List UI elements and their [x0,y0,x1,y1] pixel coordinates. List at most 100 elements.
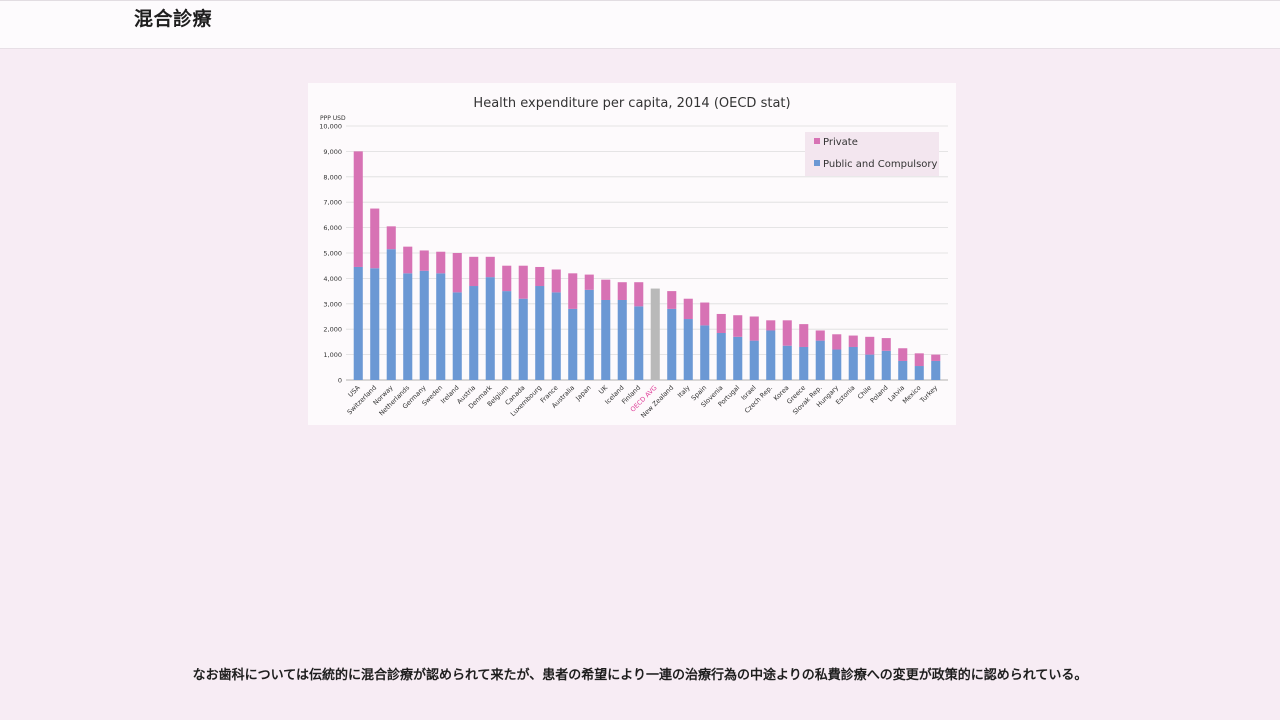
bar-public [832,349,842,380]
bar-private [898,348,908,361]
y-tick-label: 1,000 [323,351,342,359]
y-tick-label: 10,000 [319,123,342,131]
bar-private [485,256,495,278]
bar-private [766,320,776,331]
x-tick-label: Mexico [901,384,923,406]
bar-public [617,299,627,380]
y-tick-label: 0 [338,377,342,385]
bar-private [865,336,875,355]
bar-private [502,265,512,292]
bar-private [914,353,924,367]
bar-private [568,273,578,309]
bar-private [667,291,677,309]
caption-text: なお歯科については伝統的に混合診療が認められて来たが、患者の希望により一連の治療… [192,668,1088,683]
legend-box [805,132,939,176]
chart-panel: Health expenditure per capita, 2014 (OEC… [308,83,956,425]
bar-public [568,308,578,380]
bar-private [931,354,941,361]
bar-private [733,315,743,337]
bar-public [683,319,693,380]
x-tick-label: Japan [573,384,592,403]
bar-public [353,266,363,380]
bar-private [436,251,446,274]
bar-private [832,334,842,350]
y-tick-label: 5,000 [323,250,342,258]
bar-public [370,268,380,380]
bar-private [617,282,627,300]
bar-private [848,335,858,347]
bar-private [386,226,396,250]
bar-public [931,360,941,380]
bar-private [881,338,891,351]
bar-public [815,340,825,380]
y-tick-label: 4,000 [323,275,342,283]
bar-public [485,277,495,380]
bar-private [634,282,644,307]
bar-public [848,346,858,380]
bar-public [667,308,677,380]
x-tick-label: Turkey [918,384,939,405]
bar-private [782,320,792,346]
bar-private [700,302,710,326]
bar-public [469,286,479,380]
header-bar: 混合診療 [0,0,1280,49]
bar-private [799,324,809,347]
bar-private [601,279,611,300]
bar-public [601,299,611,380]
bar-public [634,306,644,380]
bar-public [436,273,446,380]
bar-private [518,265,528,299]
bar-private [716,313,726,334]
y-tick-label: 9,000 [323,148,342,156]
bar-public [518,298,528,380]
bar-private [403,246,413,274]
bar-private [535,266,545,287]
bar-public [865,354,875,380]
bar-public [452,292,462,380]
legend-label-public: Public and Compulsory [823,159,938,170]
bar-public [914,366,924,380]
page-title: 混合診療 [134,8,213,30]
bar-public [766,330,776,380]
bar-public [749,340,759,380]
bar-public [502,291,512,380]
x-tick-label: Poland [869,384,890,405]
bar-public [733,336,743,380]
y-tick-label: 8,000 [323,173,342,181]
y-tick-label: 2,000 [323,326,342,334]
bar-public [386,249,396,380]
x-tick-labels: USASwitzerlandNorwayNetherlandsGermanySw… [346,383,940,419]
bar-public [782,345,792,380]
bar-private [353,151,363,267]
bar-private [551,269,561,293]
legend-label-private: Private [823,137,858,148]
bar-public [898,360,908,380]
bar-private [683,298,693,320]
bar-public [584,289,594,380]
bars [353,151,941,380]
y-tick-labels: 0 1,000 2,000 3,000 4,000 5,000 6,000 7,000 8,00… [319,123,342,385]
bar-private [749,316,759,341]
bar-private [452,253,462,293]
bar-public [535,286,545,380]
y-tick-label: 7,000 [323,199,342,207]
bar-oecd-avg [650,288,660,380]
bar-public [700,325,710,380]
legend: Private Public and Compulsory [805,132,939,176]
y-tick-label: 6,000 [323,224,342,232]
bar-public [799,346,809,380]
bar-public [716,333,726,380]
chart-title: Health expenditure per capita, 2014 (OEC… [473,96,790,111]
bar-public [419,270,429,380]
bar-private [419,250,429,271]
bar-private [469,256,479,287]
y-axis-label: PPP USD [320,115,346,122]
bar-public [403,273,413,380]
bar-public [881,350,891,380]
health-expenditure-chart: Health expenditure per capita, 2014 (OEC… [319,96,948,420]
legend-swatch-private [814,138,820,144]
bar-public [551,292,561,380]
bar-private [815,330,825,341]
bar-private [370,208,380,269]
legend-swatch-public [814,160,820,166]
